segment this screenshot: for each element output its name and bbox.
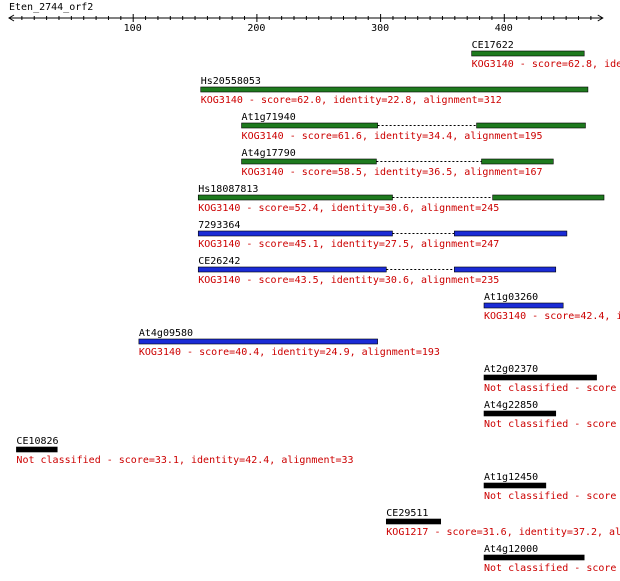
- hit-row-At1g03260[interactable]: At1g03260 KOG3140 - score=42.4, i: [483, 292, 620, 322]
- hit-segment-border: [483, 374, 597, 381]
- hit-row-At1g71940[interactable]: At1g71940 KOG3140 - score=61.6, identity=…: [241, 112, 586, 142]
- hit-id-label: At4g12000: [484, 544, 538, 555]
- ruler-left-arrow: [8, 14, 15, 22]
- hit-description: Not classified - score: [484, 419, 616, 430]
- hit-id-label: CE29511: [386, 508, 428, 519]
- hit-description: KOG3140 - score=62.0, identity=22.8, ali…: [201, 95, 502, 106]
- hit-description: KOG3140 - score=42.4, i: [484, 311, 620, 322]
- hit-description: Not classified - score: [484, 383, 616, 394]
- hit-segment-border: [481, 158, 554, 165]
- hit-segment: [484, 555, 585, 560]
- hit-segment-border: [16, 446, 58, 453]
- hit-row-At4g17790[interactable]: At4g17790 KOG3140 - score=58.5, identity=…: [241, 148, 554, 178]
- hit-row-CE10826[interactable]: CE10826 Not classified - score=33.1, iden…: [16, 436, 354, 466]
- hit-description: KOG3140 - score=43.5, identity=30.6, ali…: [198, 275, 499, 286]
- hit-row-Hs20558053[interactable]: Hs20558053 KOG3140 - score=62.0, identity…: [200, 76, 589, 106]
- hit-row-At2g02370[interactable]: At2g02370 Not classified - score: [483, 364, 616, 394]
- hit-segment: [241, 123, 378, 128]
- hit-row-CE29511[interactable]: CE29511 KOG1217 - score=31.6, identity=37…: [385, 508, 620, 538]
- hit-segment-border: [492, 194, 605, 201]
- hit-segment-border: [200, 86, 589, 93]
- hit-segment-border: [483, 410, 557, 417]
- hit-segment-border: [471, 50, 585, 57]
- ruler-tick-label: 300: [371, 23, 389, 34]
- hit-id-label: Hs20558053: [201, 76, 261, 87]
- hit-description: KOG3140 - score=45.1, identity=27.5, ali…: [198, 239, 499, 250]
- hit-id-label: At2g02370: [484, 364, 538, 375]
- ruler-tick-label: 100: [124, 23, 142, 34]
- hit-segment: [492, 195, 604, 200]
- hit-row-At1g12450[interactable]: At1g12450 Not classified - score: [483, 472, 616, 502]
- hit-segment: [484, 303, 564, 308]
- hit-segment: [198, 195, 393, 200]
- hit-row-CE26242[interactable]: CE26242 KOG3140 - score=43.5, identity=30…: [197, 256, 557, 286]
- hit-row-Hs18087813[interactable]: Hs18087813 KOG3140 - score=52.4, identity…: [197, 184, 605, 214]
- hit-row-At4g12000[interactable]: At4g12000 Not classified - score: [483, 544, 616, 574]
- hit-list: CE17622 KOG3140 - score=62.8, ide Hs205580…: [16, 40, 620, 574]
- hit-description: KOG3140 - score=62.8, ide: [472, 59, 620, 70]
- hit-segment: [241, 159, 377, 164]
- hit-segment-border: [476, 122, 586, 129]
- hit-description: KOG3140 - score=40.4, identity=24.9, ali…: [139, 347, 440, 358]
- hit-segment-border: [454, 266, 557, 273]
- hit-id-label: CE26242: [198, 256, 240, 267]
- ruler-tick-label: 400: [495, 23, 513, 34]
- hit-segment-border: [138, 338, 378, 345]
- hit-segment: [198, 267, 387, 272]
- hit-id-label: At4g09580: [139, 328, 193, 339]
- hit-row-At4g22850[interactable]: At4g22850 Not classified - score: [483, 400, 616, 430]
- hit-segment: [484, 411, 556, 416]
- hit-id-label: At1g03260: [484, 292, 538, 303]
- hit-description: Not classified - score: [484, 491, 616, 502]
- query-title: Eten_2744_orf2: [9, 2, 93, 13]
- hit-description: Not classified - score=33.1, identity=42…: [16, 455, 353, 466]
- hit-segment-border: [483, 554, 585, 561]
- hit-description: KOG3140 - score=61.6, identity=34.4, ali…: [242, 131, 543, 142]
- hit-description: KOG3140 - score=58.5, identity=36.5, ali…: [242, 167, 543, 178]
- hit-row-7293364[interactable]: 7293364 KOG3140 - score=45.1, identity=27…: [197, 220, 568, 250]
- hit-segment-border: [483, 302, 564, 309]
- hit-description: KOG3140 - score=52.4, identity=30.6, ali…: [198, 203, 499, 214]
- hit-segment-border: [454, 230, 568, 237]
- hit-segment: [454, 231, 567, 236]
- hit-segment: [476, 123, 586, 128]
- hit-segment-border: [483, 482, 547, 489]
- hit-segment: [200, 87, 588, 92]
- position-ruler: 100 200 300 400: [8, 14, 604, 34]
- hit-segment: [484, 483, 546, 488]
- hit-id-label: At1g12450: [484, 472, 538, 483]
- hit-segment: [198, 231, 393, 236]
- ruler-tick-label: 200: [247, 23, 265, 34]
- hit-segment-border: [241, 158, 377, 165]
- hit-id-label: At4g22850: [484, 400, 538, 411]
- hit-segment: [471, 51, 585, 56]
- ruler-right-arrow: [597, 14, 604, 22]
- hit-id-label: At4g17790: [242, 148, 296, 159]
- hit-segment-border: [385, 518, 442, 525]
- hit-row-CE17622[interactable]: CE17622 KOG3140 - score=62.8, ide: [471, 40, 620, 70]
- hit-segment: [481, 159, 554, 164]
- hit-description: KOG1217 - score=31.6, identity=37.2, al: [386, 527, 620, 538]
- hit-segment: [454, 267, 556, 272]
- hit-description: Not classified - score: [484, 563, 616, 574]
- hit-id-label: Hs18087813: [198, 184, 258, 195]
- hit-segment: [484, 375, 597, 380]
- hit-id-label: At1g71940: [242, 112, 296, 123]
- hit-id-label: CE17622: [472, 40, 514, 51]
- hit-row-At4g09580[interactable]: At4g09580 KOG3140 - score=40.4, identity=…: [138, 328, 440, 358]
- hit-segment: [16, 447, 58, 452]
- hit-id-label: CE10826: [16, 436, 58, 447]
- hit-segment: [138, 339, 378, 344]
- hit-segment: [386, 519, 441, 524]
- hit-id-label: 7293364: [198, 220, 240, 231]
